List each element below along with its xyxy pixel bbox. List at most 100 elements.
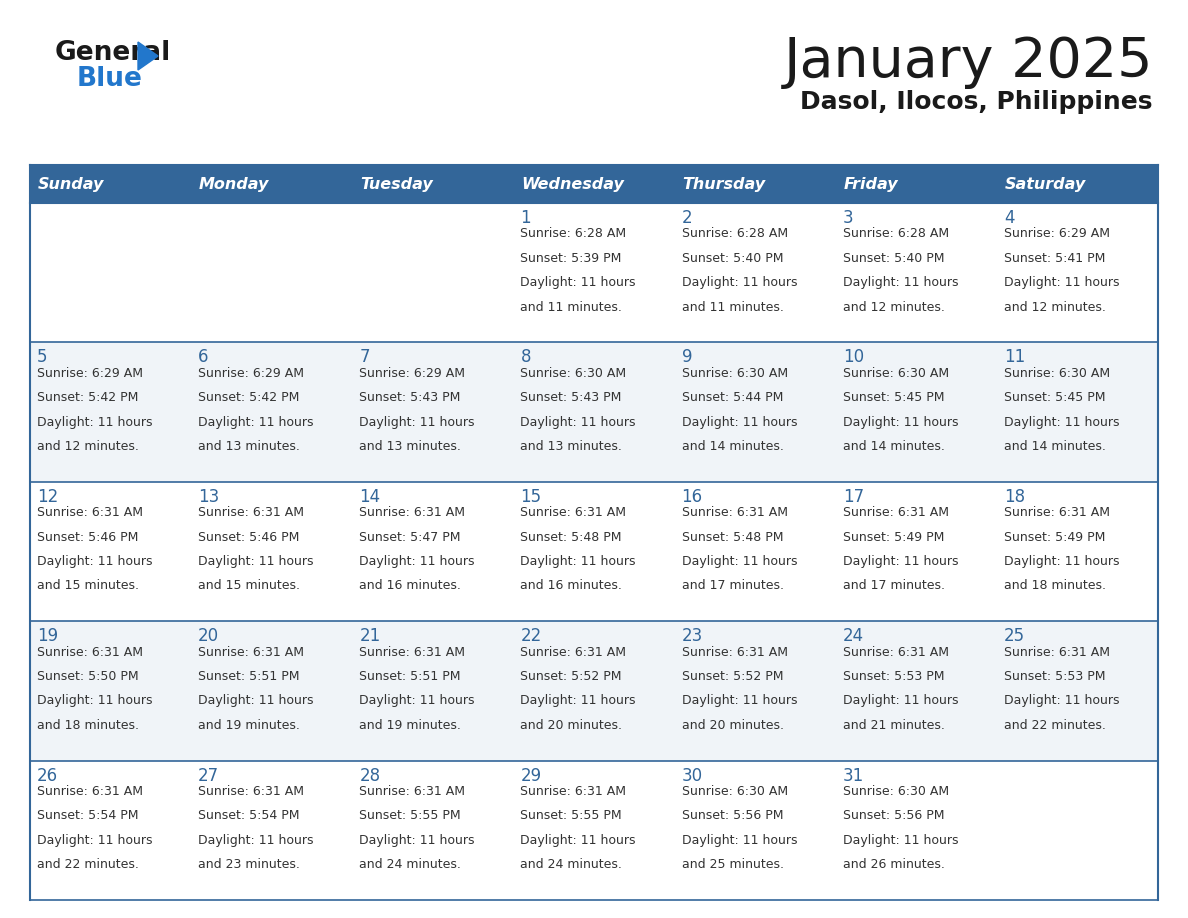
Text: Daylight: 11 hours: Daylight: 11 hours xyxy=(1004,694,1119,708)
Text: January 2025: January 2025 xyxy=(784,35,1154,89)
Text: Daylight: 11 hours: Daylight: 11 hours xyxy=(37,555,152,568)
Text: Sunset: 5:47 PM: Sunset: 5:47 PM xyxy=(359,531,461,543)
Text: Daylight: 11 hours: Daylight: 11 hours xyxy=(842,694,959,708)
Text: 21: 21 xyxy=(359,627,380,645)
Text: Sunset: 5:42 PM: Sunset: 5:42 PM xyxy=(37,391,138,404)
Text: Daylight: 11 hours: Daylight: 11 hours xyxy=(359,834,475,846)
Text: 10: 10 xyxy=(842,349,864,366)
Text: Saturday: Saturday xyxy=(1005,176,1086,192)
Text: Daylight: 11 hours: Daylight: 11 hours xyxy=(520,416,636,429)
Text: Sunrise: 6:31 AM: Sunrise: 6:31 AM xyxy=(37,506,143,520)
Bar xyxy=(30,761,1158,900)
Text: and 17 minutes.: and 17 minutes. xyxy=(842,579,944,592)
Text: and 24 minutes.: and 24 minutes. xyxy=(520,858,623,871)
Text: 12: 12 xyxy=(37,487,58,506)
Text: 8: 8 xyxy=(520,349,531,366)
Text: 19: 19 xyxy=(37,627,58,645)
Text: Sunrise: 6:31 AM: Sunrise: 6:31 AM xyxy=(520,645,626,658)
Text: and 25 minutes.: and 25 minutes. xyxy=(682,858,784,871)
Bar xyxy=(835,165,997,203)
Text: Sunrise: 6:31 AM: Sunrise: 6:31 AM xyxy=(198,645,304,658)
Text: 7: 7 xyxy=(359,349,369,366)
Text: Sunrise: 6:31 AM: Sunrise: 6:31 AM xyxy=(359,645,466,658)
Text: 14: 14 xyxy=(359,487,380,506)
Text: Sunrise: 6:29 AM: Sunrise: 6:29 AM xyxy=(1004,228,1110,241)
Text: and 12 minutes.: and 12 minutes. xyxy=(37,440,139,453)
Text: Sunrise: 6:31 AM: Sunrise: 6:31 AM xyxy=(198,785,304,798)
Text: Sunset: 5:42 PM: Sunset: 5:42 PM xyxy=(198,391,299,404)
Text: Sunrise: 6:29 AM: Sunrise: 6:29 AM xyxy=(37,367,143,380)
Text: Sunset: 5:51 PM: Sunset: 5:51 PM xyxy=(359,670,461,683)
Text: Sunrise: 6:28 AM: Sunrise: 6:28 AM xyxy=(682,228,788,241)
Text: Sunrise: 6:31 AM: Sunrise: 6:31 AM xyxy=(198,506,304,520)
Text: Sunrise: 6:30 AM: Sunrise: 6:30 AM xyxy=(520,367,626,380)
Text: Daylight: 11 hours: Daylight: 11 hours xyxy=(359,555,475,568)
Text: Sunset: 5:48 PM: Sunset: 5:48 PM xyxy=(682,531,783,543)
Text: and 16 minutes.: and 16 minutes. xyxy=(520,579,623,592)
Text: Daylight: 11 hours: Daylight: 11 hours xyxy=(520,276,636,289)
Text: 5: 5 xyxy=(37,349,48,366)
Text: Daylight: 11 hours: Daylight: 11 hours xyxy=(198,555,314,568)
Text: Daylight: 11 hours: Daylight: 11 hours xyxy=(37,694,152,708)
Text: Daylight: 11 hours: Daylight: 11 hours xyxy=(682,834,797,846)
Text: 16: 16 xyxy=(682,487,702,506)
Text: 28: 28 xyxy=(359,767,380,785)
Text: and 19 minutes.: and 19 minutes. xyxy=(198,719,301,732)
Text: Sunset: 5:43 PM: Sunset: 5:43 PM xyxy=(520,391,621,404)
Text: Daylight: 11 hours: Daylight: 11 hours xyxy=(198,834,314,846)
Text: General: General xyxy=(55,40,171,66)
Text: 31: 31 xyxy=(842,767,864,785)
Bar xyxy=(353,165,513,203)
Bar xyxy=(997,165,1158,203)
Text: Sunrise: 6:29 AM: Sunrise: 6:29 AM xyxy=(198,367,304,380)
Text: 22: 22 xyxy=(520,627,542,645)
Text: and 12 minutes.: and 12 minutes. xyxy=(1004,300,1106,314)
Text: 20: 20 xyxy=(198,627,220,645)
Text: Sunrise: 6:28 AM: Sunrise: 6:28 AM xyxy=(520,228,626,241)
Text: Dasol, Ilocos, Philippines: Dasol, Ilocos, Philippines xyxy=(801,90,1154,114)
Text: Sunrise: 6:30 AM: Sunrise: 6:30 AM xyxy=(842,785,949,798)
Text: Daylight: 11 hours: Daylight: 11 hours xyxy=(682,694,797,708)
Text: Daylight: 11 hours: Daylight: 11 hours xyxy=(359,416,475,429)
Text: Daylight: 11 hours: Daylight: 11 hours xyxy=(682,416,797,429)
Text: Sunset: 5:44 PM: Sunset: 5:44 PM xyxy=(682,391,783,404)
Text: Daylight: 11 hours: Daylight: 11 hours xyxy=(1004,416,1119,429)
Text: Sunrise: 6:31 AM: Sunrise: 6:31 AM xyxy=(359,506,466,520)
Text: Daylight: 11 hours: Daylight: 11 hours xyxy=(842,555,959,568)
Text: 15: 15 xyxy=(520,487,542,506)
Text: Sunset: 5:53 PM: Sunset: 5:53 PM xyxy=(1004,670,1105,683)
Text: Daylight: 11 hours: Daylight: 11 hours xyxy=(37,416,152,429)
Text: Sunset: 5:41 PM: Sunset: 5:41 PM xyxy=(1004,252,1105,264)
Bar xyxy=(513,165,675,203)
Text: Sunset: 5:46 PM: Sunset: 5:46 PM xyxy=(37,531,138,543)
Text: Sunset: 5:48 PM: Sunset: 5:48 PM xyxy=(520,531,623,543)
Text: Sunrise: 6:30 AM: Sunrise: 6:30 AM xyxy=(842,367,949,380)
Text: Sunset: 5:39 PM: Sunset: 5:39 PM xyxy=(520,252,621,264)
Text: and 16 minutes.: and 16 minutes. xyxy=(359,579,461,592)
Text: Sunset: 5:56 PM: Sunset: 5:56 PM xyxy=(682,810,783,823)
Text: Sunset: 5:53 PM: Sunset: 5:53 PM xyxy=(842,670,944,683)
Text: 18: 18 xyxy=(1004,487,1025,506)
Text: and 19 minutes.: and 19 minutes. xyxy=(359,719,461,732)
Text: Daylight: 11 hours: Daylight: 11 hours xyxy=(198,416,314,429)
Text: and 11 minutes.: and 11 minutes. xyxy=(682,300,783,314)
Text: Sunset: 5:49 PM: Sunset: 5:49 PM xyxy=(1004,531,1105,543)
Text: and 18 minutes.: and 18 minutes. xyxy=(37,719,139,732)
Text: Sunset: 5:55 PM: Sunset: 5:55 PM xyxy=(359,810,461,823)
Text: 30: 30 xyxy=(682,767,702,785)
Text: Sunset: 5:45 PM: Sunset: 5:45 PM xyxy=(842,391,944,404)
Bar xyxy=(191,165,353,203)
Text: Sunrise: 6:31 AM: Sunrise: 6:31 AM xyxy=(520,785,626,798)
Text: Daylight: 11 hours: Daylight: 11 hours xyxy=(1004,276,1119,289)
Text: and 20 minutes.: and 20 minutes. xyxy=(682,719,784,732)
Text: 6: 6 xyxy=(198,349,209,366)
Text: Sunrise: 6:31 AM: Sunrise: 6:31 AM xyxy=(842,506,949,520)
Text: and 14 minutes.: and 14 minutes. xyxy=(682,440,783,453)
Text: Sunrise: 6:29 AM: Sunrise: 6:29 AM xyxy=(359,367,466,380)
Text: Sunrise: 6:30 AM: Sunrise: 6:30 AM xyxy=(682,785,788,798)
Text: Sunrise: 6:28 AM: Sunrise: 6:28 AM xyxy=(842,228,949,241)
Text: and 22 minutes.: and 22 minutes. xyxy=(1004,719,1106,732)
Text: Sunset: 5:52 PM: Sunset: 5:52 PM xyxy=(520,670,623,683)
Text: Sunrise: 6:31 AM: Sunrise: 6:31 AM xyxy=(682,506,788,520)
Text: and 18 minutes.: and 18 minutes. xyxy=(1004,579,1106,592)
